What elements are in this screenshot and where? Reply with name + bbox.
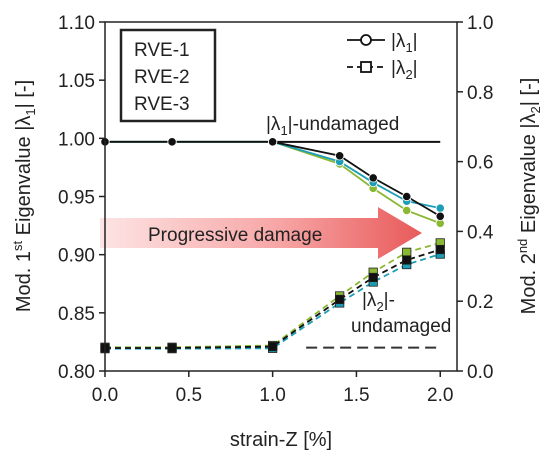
rve-legend-entry-3: RVE-3 — [134, 94, 190, 115]
point-rve-3-lambda1 — [368, 173, 378, 183]
marker-legend: |λ1| |λ2| — [347, 31, 418, 82]
marker-legend-circle — [360, 34, 372, 46]
point-rve-3-lambda1 — [402, 191, 412, 202]
marker-legend-label-2: |λ2| — [391, 58, 418, 82]
rve-legend-entry-2: RVE-2 — [134, 67, 190, 88]
y-left-tick-label: 0.95 — [58, 188, 95, 209]
point-rve-3-lambda1 — [167, 137, 177, 147]
point-rve-3-lambda2 — [167, 343, 177, 353]
series-line-rve-1-lambda1 — [105, 140, 441, 225]
y-right-tick-label: 0.8 — [467, 83, 493, 104]
series-layer — [100, 137, 445, 354]
marker-legend-label-1: |λ1| — [391, 31, 418, 55]
point-rve-3-lambda2 — [268, 341, 278, 352]
y-left-tick-label: 1.05 — [58, 71, 95, 92]
y-right-tick-label: 1.0 — [467, 13, 493, 34]
rve-legend-entry-1: RVE-1 — [134, 40, 190, 61]
y-right-tick-label: 0.4 — [467, 222, 494, 243]
y-left-tick-label: 1.10 — [58, 13, 95, 34]
x-axis-label: strain-Z [%] — [230, 429, 332, 451]
point-rve-3-lambda1 — [435, 211, 445, 221]
ticks-layer: 0.0 0.5 1.0 1.5 2.0 0.80 0.85 0.90 0.95 1.00 1.05 1… — [58, 13, 494, 406]
y-left-tick-label: 0.85 — [58, 304, 95, 325]
x-tick-label: 2.0 — [427, 385, 453, 406]
y-left-tick-label: 1.00 — [58, 129, 95, 150]
point-rve-3-lambda2 — [435, 244, 445, 255]
point-rve-3-lambda2 — [368, 272, 378, 283]
y-right-tick-label: 0.0 — [467, 362, 493, 383]
rve-legend-box — [119, 28, 217, 123]
point-rve-3-lambda1 — [335, 151, 345, 161]
x-tick-label: 1.5 — [343, 385, 369, 406]
x-tick-label: 1.0 — [259, 385, 285, 406]
progressive-damage-arrow — [100, 207, 422, 259]
y-left-tick-label: 0.90 — [58, 246, 95, 267]
lambda2-undamaged-label-line2: undamaged — [351, 316, 451, 337]
x-tick-label: 0.0 — [92, 385, 118, 406]
point-rve-1-lambda1 — [402, 205, 412, 216]
point-rve-2-lambda1 — [435, 203, 445, 213]
x-tick-label: 0.5 — [176, 385, 202, 406]
y-axis-label-left: Mod. 1st Eigenvalue |λ1| [-] — [10, 80, 38, 312]
series-line-rve-2-lambda1 — [105, 140, 441, 210]
series-line-rve-3-lambda1 — [105, 140, 441, 218]
y-right-tick-label: 0.2 — [467, 292, 493, 313]
y-axis-label-right: Mod. 2nd Eigenvalue |λ2| [-] — [515, 78, 543, 315]
y-right-tick-label: 0.6 — [467, 153, 493, 174]
rve-legend: RVE-1 RVE-2 RVE-3 — [119, 28, 217, 123]
y-left-tick-label: 0.80 — [58, 362, 95, 383]
marker-legend-square — [360, 61, 372, 73]
progressive-damage-label: Progressive damage — [148, 225, 322, 246]
lambda1-undamaged-label: |λ1|-undamaged — [266, 114, 399, 138]
point-rve-3-lambda2 — [402, 255, 412, 265]
point-rve-1-lambda2 — [402, 247, 412, 257]
point-rve-3-lambda2 — [335, 294, 345, 305]
lambda2-undamaged-label-line1: |λ2|- — [362, 290, 395, 314]
point-rve-3-lambda1 — [268, 137, 278, 147]
